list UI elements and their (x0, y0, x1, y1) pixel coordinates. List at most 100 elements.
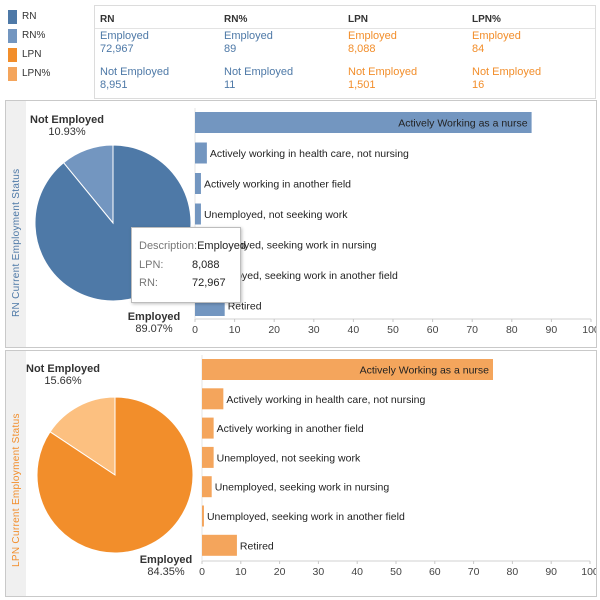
pie-slice-employed[interactable] (36, 396, 194, 554)
bar[interactable] (202, 476, 212, 498)
kpi-cell-rn-pct-not-employed[interactable]: Not Employed 11 (224, 66, 293, 92)
x-tick-label: 0 (199, 566, 205, 578)
rn-bar-chart: Actively Working as a nurse Actively work… (192, 108, 596, 336)
x-tick-label: 80 (506, 324, 518, 336)
legend-swatch (8, 29, 17, 43)
x-tick-label: 80 (507, 566, 519, 578)
kpi-value: 11 (224, 79, 236, 91)
rn-title-strip (6, 101, 26, 347)
kpi-cell-lpn-pct-employed[interactable]: Employed 84 (472, 30, 521, 56)
bar-label: Unemployed, seeking work in nursing (202, 240, 377, 252)
bar-label: Actively Working as a nurse (360, 365, 490, 377)
lpn-pie-label-employed: Employed 84.35% (134, 554, 198, 578)
x-tick-label: 20 (268, 324, 280, 336)
bar[interactable] (195, 142, 207, 164)
legend-label: RN% (22, 30, 46, 41)
tooltip: Description:Employed LPN: 8,088 RN: 72,9… (131, 227, 246, 303)
bar[interactable] (202, 446, 214, 468)
bar[interactable] (202, 505, 204, 527)
bar[interactable] (202, 359, 493, 380)
kpi-header-divider (95, 28, 595, 29)
x-tick-label: 10 (235, 566, 247, 578)
kpi-cell-rn-employed[interactable]: Employed 72,967 (100, 30, 149, 56)
kpi-cell-lpn-pct-not-employed[interactable]: Not Employed 16 (472, 66, 541, 92)
x-tick-label: 70 (468, 566, 480, 578)
bar-label: Unemployed, seeking work in another fiel… (207, 511, 405, 523)
legend-label: LPN (22, 49, 42, 60)
lpn-pie-chart (36, 396, 194, 554)
legend: RN RN% LPN LPN% (0, 0, 90, 92)
x-tick-label: 100 (581, 566, 596, 578)
rn-pie-label-not-employed: Not Employed 10.93% (30, 114, 104, 138)
kpi-cell-lpn-employed[interactable]: Employed 8,088 (348, 30, 397, 56)
tooltip-row-description: Description:Employed (139, 240, 246, 252)
kpi-cell-rn-pct-employed[interactable]: Employed 89 (224, 30, 273, 56)
kpi-table: RN RN% LPN LPN% Employed 72,967 Employed… (94, 5, 596, 99)
legend-swatch (8, 48, 17, 62)
legend-swatch (8, 67, 17, 81)
bar-label: Unemployed, not seeking work (204, 209, 348, 221)
x-tick-label: 60 (429, 566, 441, 578)
kpi-value: 8,088 (348, 43, 376, 55)
x-tick-label: 0 (192, 324, 198, 336)
bar-label: Retired (240, 540, 274, 552)
x-tick-label: 100 (582, 324, 596, 336)
bar[interactable] (202, 417, 214, 439)
x-tick-label: 70 (466, 324, 478, 336)
bar-label: Retired (228, 301, 262, 313)
lpn-panel: LPN Current Employment Status Not Employ… (5, 350, 597, 597)
kpi-header: LPN (348, 14, 368, 25)
legend-label: RN (22, 11, 37, 22)
kpi-label: Not Employed (100, 66, 170, 78)
x-tick-label: 60 (427, 324, 439, 336)
pie-slice-not-employed[interactable] (49, 396, 116, 476)
kpi-label: Employed (472, 30, 521, 42)
bar-label: Actively working in health care, not nur… (210, 148, 409, 160)
slice-value: 84.35% (147, 566, 185, 578)
x-tick-label: 90 (546, 324, 558, 336)
legend-swatch (8, 10, 17, 24)
kpi-label: Not Employed (224, 66, 294, 78)
tooltip-key: RN: (139, 277, 158, 289)
bar[interactable] (195, 203, 201, 225)
x-tick-label: 10 (229, 324, 241, 336)
bar-label: Actively working in health care, not nur… (226, 394, 425, 406)
bar-label: Actively working in another field (204, 179, 351, 191)
tooltip-value: Employed (197, 240, 246, 252)
kpi-label: Employed (100, 30, 149, 42)
bar[interactable] (195, 112, 532, 133)
slice-value: 89.07% (135, 323, 173, 335)
bar-label: Unemployed, seeking work in nursing (215, 482, 390, 494)
slice-label: Employed (139, 554, 193, 566)
tooltip-row-rn: RN: (139, 277, 158, 289)
tooltip-row-lpn: LPN: (139, 259, 163, 271)
kpi-value: 16 (472, 79, 485, 91)
tooltip-value: 8,088 (192, 259, 220, 271)
kpi-value: 72,967 (100, 43, 134, 55)
bar[interactable] (195, 173, 201, 194)
slice-label: Not Employed (26, 363, 100, 375)
lpn-pie-label-not-employed: Not Employed 15.66% (26, 363, 100, 387)
tooltip-key: LPN: (139, 259, 164, 271)
bar-label: Actively Working as a nurse (398, 118, 528, 130)
x-tick-label: 40 (348, 324, 360, 336)
kpi-header: LPN% (472, 14, 501, 25)
kpi-cell-lpn-not-employed[interactable]: Not Employed 1,501 (348, 66, 417, 92)
bar[interactable] (202, 534, 237, 556)
bar[interactable] (202, 388, 224, 410)
kpi-label: Employed (348, 30, 397, 42)
slice-value: 15.66% (44, 375, 82, 387)
bar-label: Unemployed, not seeking work (217, 452, 361, 464)
rn-pie-label-employed: Employed 89.07% (122, 311, 186, 335)
kpi-value: 8,951 (100, 79, 128, 91)
x-tick-label: 20 (274, 566, 286, 578)
kpi-value: 84 (472, 43, 485, 55)
kpi-label: Not Employed (348, 66, 418, 78)
rn-panel: RN Current Employment Status Not Employe… (5, 100, 597, 348)
legend-label: LPN% (22, 68, 51, 79)
slice-label: Employed (127, 311, 181, 323)
lpn-title-strip (6, 351, 26, 596)
kpi-label: Not Employed (472, 66, 542, 78)
tooltip-value: 72,967 (192, 277, 226, 289)
kpi-cell-rn-not-employed[interactable]: Not Employed 8,951 (100, 66, 169, 92)
